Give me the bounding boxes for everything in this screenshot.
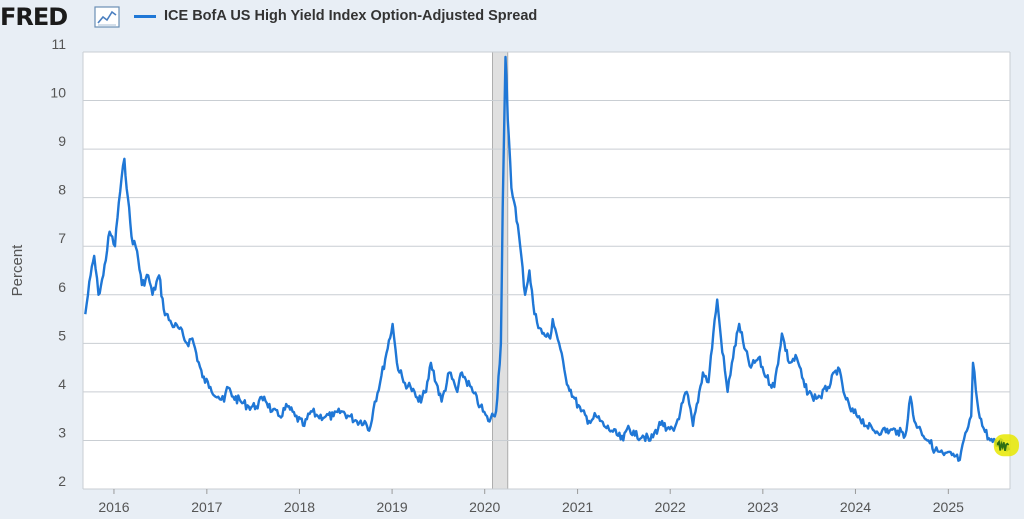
recent-period-line (996, 439, 1010, 451)
y-tick-label: 3 (58, 424, 66, 440)
line-chart-icon (94, 6, 120, 28)
x-tick-label: 2022 (655, 499, 686, 515)
gridlines (82, 51, 1011, 490)
highlight-layer (993, 434, 1019, 457)
x-tick-label: 2020 (469, 499, 500, 515)
y-tick-label: 8 (58, 182, 66, 198)
y-axis-title: Percent (9, 244, 26, 297)
y-tick-label: 9 (58, 133, 66, 149)
fred-logo[interactable]: FRED (0, 3, 68, 31)
y-tick-label: 6 (58, 279, 66, 295)
x-tick-label: 2018 (284, 499, 315, 515)
x-tick-label: 2025 (933, 499, 964, 515)
plot-area (83, 52, 1010, 489)
y-tick-label: 5 (58, 327, 66, 343)
series-layer (84, 55, 1011, 462)
y-tick-label: 2 (58, 473, 66, 489)
y-tick-label: 11 (51, 36, 66, 52)
y-axis-ticks: 2 3 4 5 6 7 8 9 10 11 (50, 36, 66, 489)
x-axis-ticks: 2016 2017 2018 2019 2020 2021 2022 2023 2024 2025 (98, 489, 964, 515)
chart-legend[interactable]: ICE BofA US High Yield Index Option-Adju… (134, 8, 537, 24)
legend-label: ICE BofA US High Yield Index Option-Adju… (164, 8, 538, 24)
chart-header: FRED ICE BofA US High Yield Index Option… (0, 0, 1024, 34)
x-tick-label: 2019 (377, 499, 408, 515)
series-line (84, 55, 1011, 462)
x-tick-label: 2023 (747, 499, 778, 515)
y-tick-label: 4 (58, 376, 66, 392)
x-tick-label: 2024 (840, 499, 871, 515)
legend-swatch (134, 14, 156, 18)
x-tick-label: 2017 (191, 499, 222, 515)
x-tick-label: 2021 (562, 499, 593, 515)
y-tick-label: 10 (50, 85, 66, 101)
y-tick-label: 7 (58, 230, 66, 246)
x-tick-label: 2016 (98, 499, 129, 515)
